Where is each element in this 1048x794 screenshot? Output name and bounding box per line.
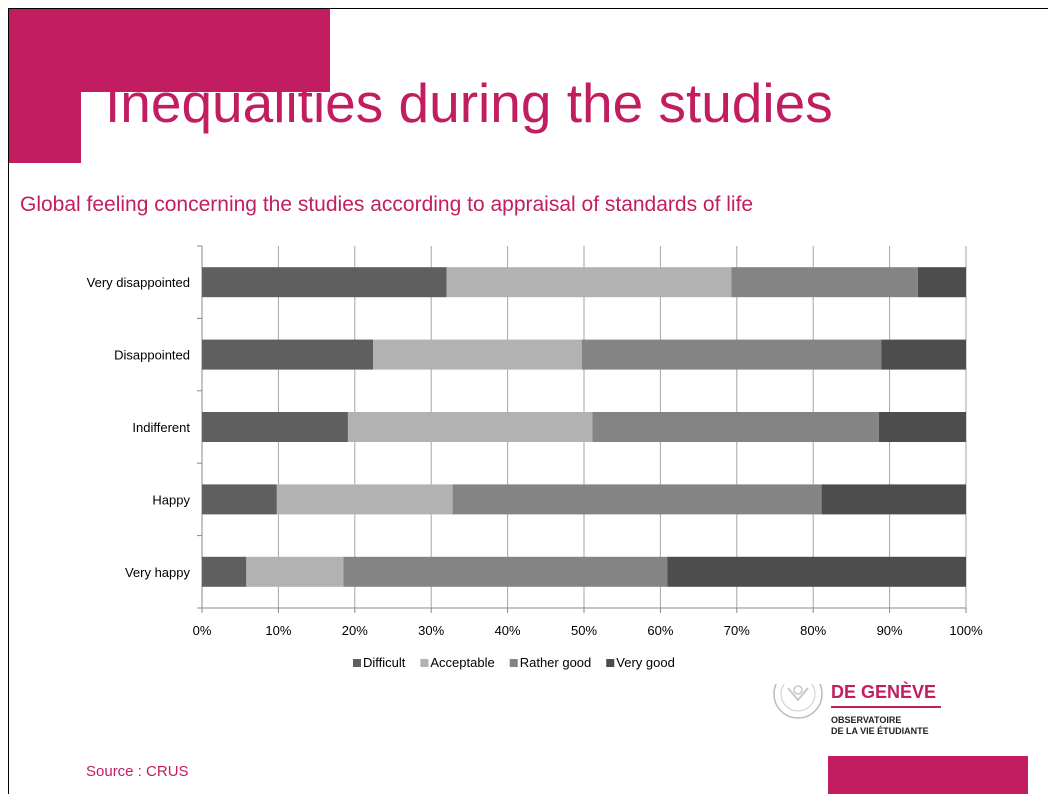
legend-swatch	[606, 659, 615, 667]
x-tick-label: 100%	[949, 623, 983, 638]
bar-segment	[202, 556, 247, 587]
x-tick-label: 60%	[647, 623, 673, 638]
bar-segment	[373, 339, 582, 370]
y-category-label: Indifferent	[132, 420, 190, 435]
bar-segment	[731, 267, 918, 298]
legend-swatch	[420, 659, 429, 667]
legend-label: Rather good	[520, 655, 592, 670]
y-category-label: Happy	[152, 492, 190, 507]
logo-subtitle: OBSERVATOIRE DE LA VIE ÉTUDIANTE	[831, 715, 929, 737]
logo-subtitle-line2: DE LA VIE ÉTUDIANTE	[831, 726, 929, 736]
legend-swatch	[509, 659, 518, 667]
logo-university-name: DE GENÈVE	[831, 682, 937, 702]
logo-subtitle-line1: OBSERVATOIRE	[831, 715, 902, 725]
bar-segment	[452, 484, 822, 515]
bar-segment	[276, 484, 453, 515]
x-tick-label: 40%	[495, 623, 521, 638]
bar-segment	[347, 412, 593, 442]
bar-segment	[202, 484, 277, 515]
bar-segment	[343, 556, 668, 587]
accent-block-bottom	[828, 756, 1028, 794]
chart-title: Global feeling concerning the studies ac…	[20, 193, 754, 216]
legend-swatch	[353, 659, 361, 667]
legend-label: Difficult	[363, 655, 406, 670]
x-tick-label: 80%	[800, 623, 826, 638]
frame-line-top	[8, 8, 1048, 9]
x-tick-label: 0%	[193, 623, 212, 638]
university-seal-logo	[773, 684, 823, 719]
bar-segment	[878, 412, 966, 442]
bar-segment	[246, 556, 344, 587]
bar-segment	[202, 267, 447, 298]
bar-segment	[917, 267, 966, 298]
frame-line-left	[8, 8, 9, 794]
bar-segment	[881, 339, 966, 370]
logo-rule	[831, 706, 941, 708]
y-category-label: Very disappointed	[87, 275, 190, 290]
bar-segment	[202, 412, 348, 442]
bar-segment	[821, 484, 966, 515]
x-tick-label: 70%	[724, 623, 750, 638]
x-tick-label: 50%	[571, 623, 597, 638]
bar-segment	[202, 339, 374, 370]
x-tick-label: 10%	[265, 623, 291, 638]
accent-block-left	[8, 8, 81, 163]
source-note: Source : CRUS	[86, 763, 189, 780]
legend-label: Very good	[616, 655, 675, 670]
bar-segment	[592, 412, 879, 442]
legend-label: Acceptable	[430, 655, 494, 670]
y-category-label: Very happy	[125, 565, 191, 580]
bar-segment	[581, 339, 882, 370]
bar-segment	[667, 556, 966, 587]
y-category-label: Disappointed	[114, 348, 190, 363]
x-tick-label: 30%	[418, 623, 444, 638]
slide-title: Inequalities during the studies	[105, 72, 833, 134]
bar-segment	[446, 267, 732, 298]
stacked-bar-chart: 0% 10% 20% 30% 40% 50% 60% 70% 80% 90% 100% Very di…	[87, 245, 983, 670]
x-tick-label: 20%	[342, 623, 368, 638]
x-tick-label: 90%	[877, 623, 903, 638]
